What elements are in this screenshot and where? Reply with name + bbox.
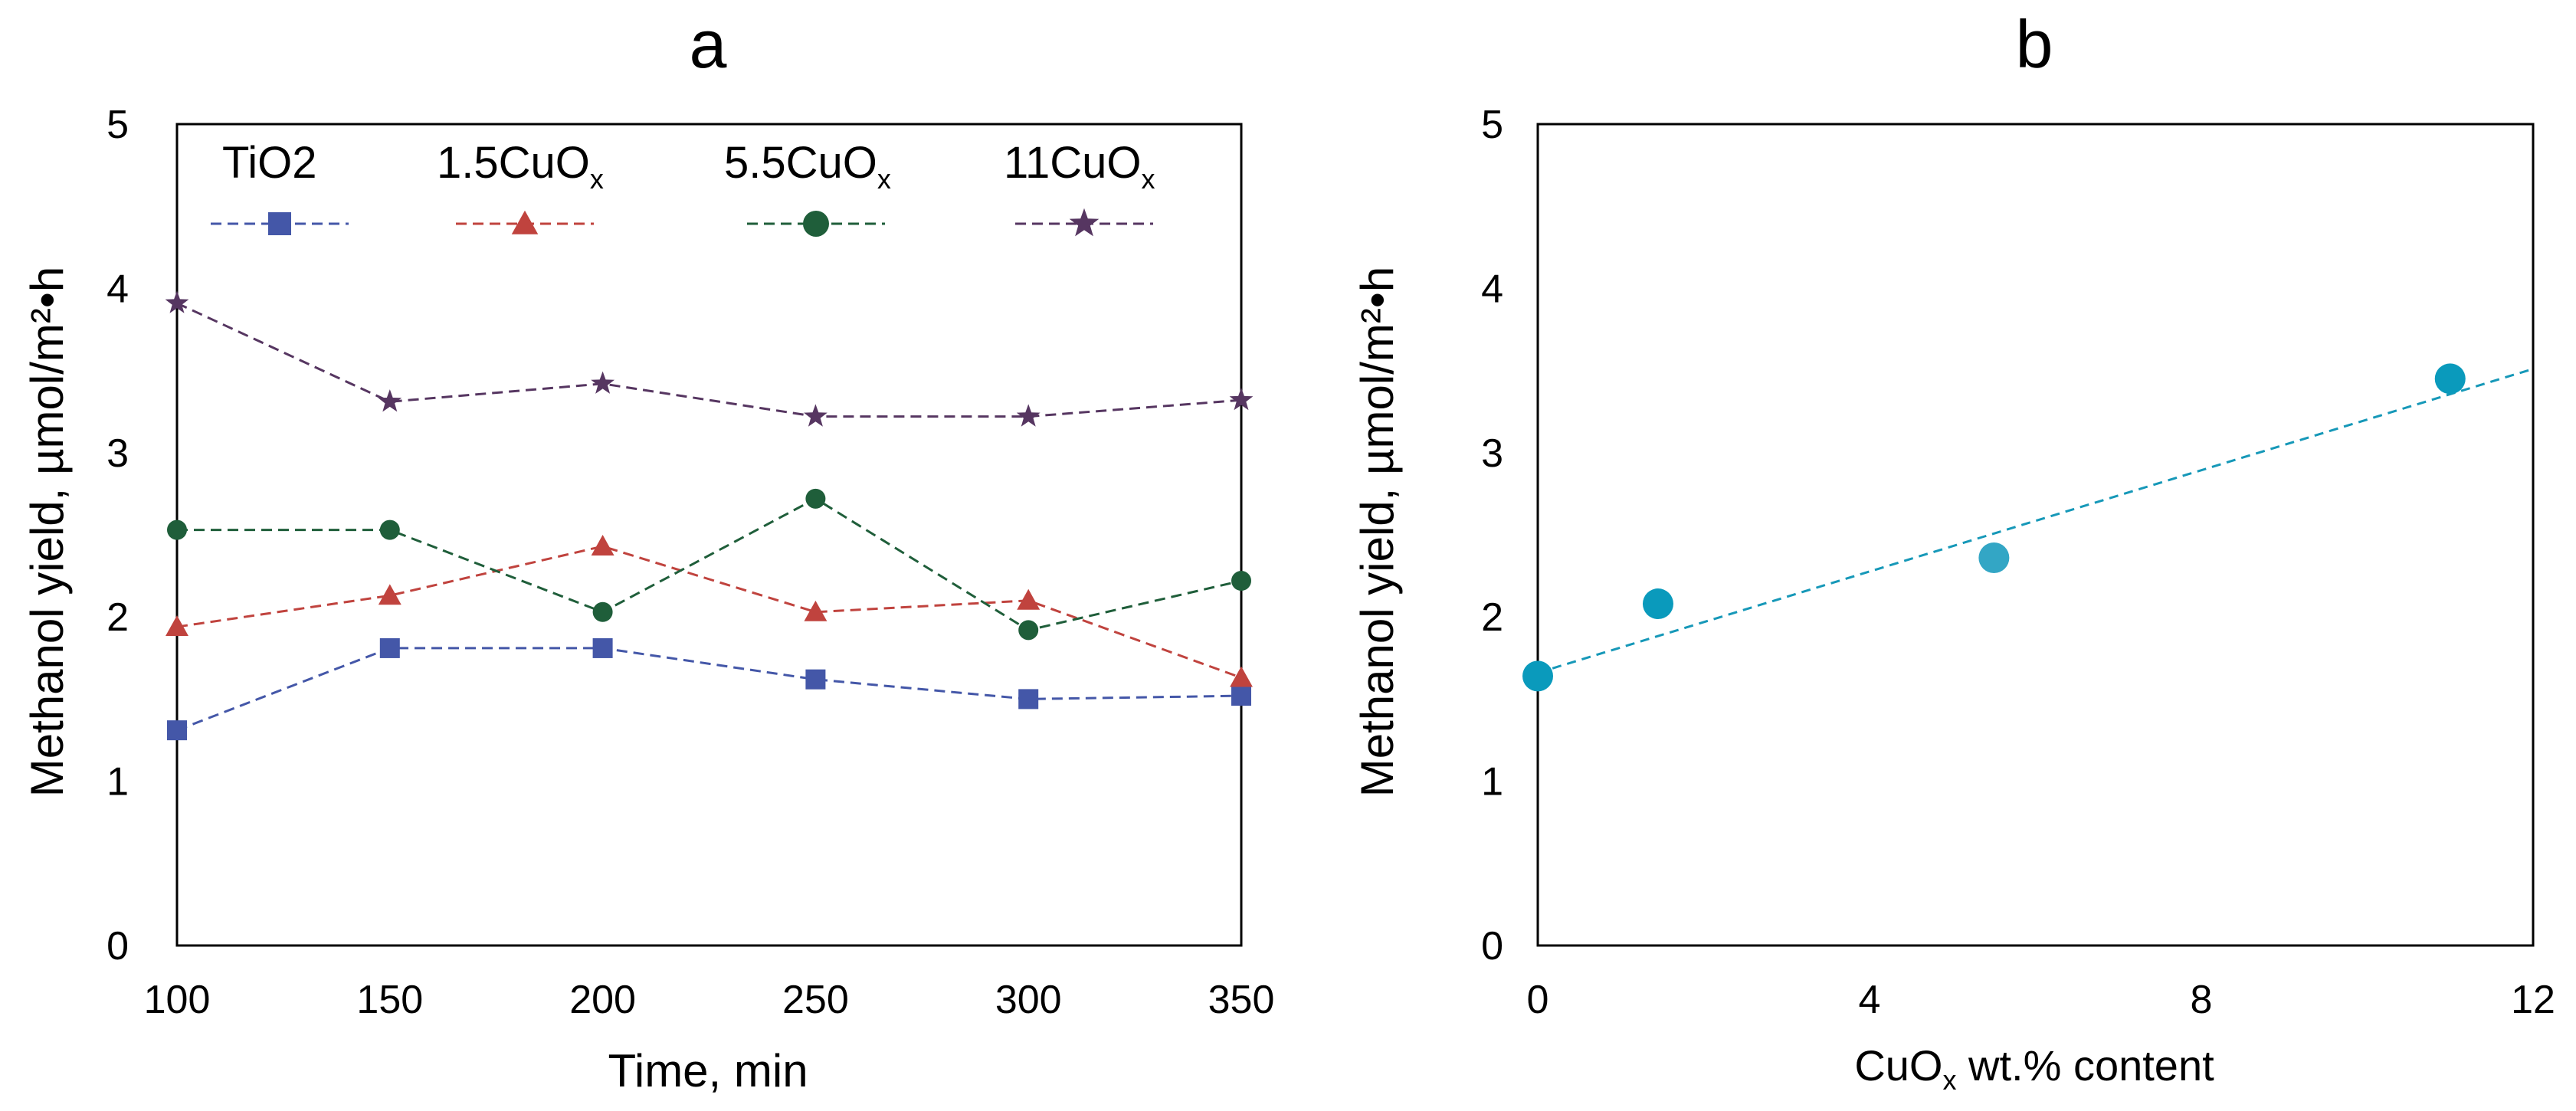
chart-a-series (165, 290, 1254, 741)
chart-a-panel-label: a (690, 6, 727, 82)
chart-b-x-tick-label: 0 (1527, 978, 1549, 1022)
chart-a-plot-frame (175, 123, 1243, 947)
legend-label-main: 5.5CuO (724, 138, 877, 188)
chart-b-y-tick-label: 1 (1481, 760, 1503, 805)
chart-a-series-1-point (804, 600, 828, 621)
legend-label-1: 1.5CuOx (437, 138, 604, 195)
chart-a-x-tick-label: 100 (144, 978, 211, 1022)
chart-a-x-tick-label: 150 (356, 978, 423, 1022)
chart-b-x-axis-label: CuOx wt.% content (1854, 1041, 2214, 1096)
chart-b-point (1642, 588, 1673, 620)
chart-a-series-1-point (591, 535, 615, 556)
chart-a-series-1-point (1017, 588, 1041, 610)
legend-marker-2 (803, 211, 829, 237)
chart-a-series-0-point (379, 637, 400, 658)
chart-a-legend: TiO2 1.5CuOx 5.5CuOx 11CuOx (211, 138, 1155, 237)
chart-a-series-3-point (804, 404, 828, 427)
chart-a-y-tick-label: 0 (107, 924, 129, 968)
legend-item-1: 1.5CuOx (437, 138, 604, 234)
chart-a-x-ticks: 100 150 200 250 300 350 (144, 978, 1275, 1022)
chart-a-x-tick-label: 250 (782, 978, 849, 1022)
chart-a-series-2-point (592, 601, 613, 622)
chart-b-y-tick-label: 0 (1481, 924, 1503, 968)
chart-a-y-tick-label: 3 (107, 431, 129, 476)
legend-label-2: 5.5CuOx (724, 138, 891, 195)
chart-b-x-ticks: 0 4 8 12 (1527, 978, 2555, 1022)
chart-b-y-tick-label: 2 (1481, 595, 1503, 640)
legend-marker-1 (511, 210, 539, 234)
legend-label-sub: x (877, 163, 891, 195)
chart-b-x-tick-label: 8 (2191, 978, 2213, 1022)
legend-label-main: 1.5CuO (437, 138, 590, 188)
chart-b-points (1522, 363, 2466, 692)
chart-b-plot-frame (1536, 123, 2535, 947)
chart-a-series-0-line (176, 647, 1242, 732)
chart-a-x-tick-label: 300 (995, 978, 1062, 1022)
chart-a-series-3-point (165, 290, 189, 313)
chart-a-x-tick-label: 350 (1208, 978, 1275, 1022)
chart-a-series-0-point (805, 669, 826, 690)
legend-marker-0 (268, 212, 291, 235)
chart-a-series-0-point (592, 637, 613, 658)
chart-a-series-1-point (1230, 666, 1253, 687)
chart-a-series-3-line (176, 302, 1242, 418)
chart-b-trendline (1537, 368, 2534, 674)
chart-b-y-tick-label: 5 (1481, 103, 1503, 147)
legend-label-0: TiO2 (222, 138, 317, 188)
chart-b-point (2434, 363, 2466, 395)
chart-a-series-2-point (1231, 571, 1251, 592)
legend-item-2: 5.5CuOx (724, 138, 891, 237)
chart-a-y-tick-label: 4 (107, 267, 129, 311)
chart-b-y-ticks: 0 1 2 3 4 5 (1481, 103, 1503, 968)
chart-a-series-1-point (166, 615, 188, 637)
chart-a-y-ticks: 0 1 2 3 4 5 (107, 103, 129, 968)
chart-b-point (1522, 660, 1553, 692)
chart-a-series-3-point (1016, 404, 1041, 427)
legend-label-sub: x (1141, 163, 1155, 195)
legend-label-sub: x (590, 163, 604, 195)
chart-a-series-1-point (378, 584, 401, 605)
chart-b-x-tick-label: 4 (1859, 978, 1881, 1022)
chart-b-y-tick-label: 3 (1481, 431, 1503, 476)
chart-b-point (1978, 542, 2010, 574)
legend-label-main: TiO (222, 138, 292, 188)
chart-b-y-tick-label: 4 (1481, 267, 1503, 311)
chart-a-y-tick-label: 5 (107, 103, 129, 147)
chart-a-series-1-line (176, 545, 1242, 679)
chart-b-x-label-rest: wt.% content (1956, 1041, 2214, 1090)
legend-label-3: 11CuOx (1004, 138, 1155, 195)
chart-a-series-3-point (591, 371, 615, 394)
chart-a-series-2-point (805, 488, 826, 509)
legend-item-0: TiO2 (211, 138, 349, 235)
chart-b-panel-label: b (2016, 6, 2053, 82)
chart-a-x-axis-label: Time, min (608, 1045, 808, 1096)
chart-b-x-tick-label: 12 (2511, 978, 2555, 1022)
legend-marker-3 (1069, 208, 1100, 237)
chart-a-y-tick-label: 1 (107, 760, 129, 805)
chart-a-series-0-point (1018, 689, 1039, 710)
chart-b-x-label-main: CuO (1854, 1041, 1942, 1090)
chart-a-series-2-point (379, 519, 400, 540)
chart-a-series-2-point (167, 519, 187, 540)
chart-a-series-3-point (378, 389, 402, 412)
chart-a-y-tick-label: 2 (107, 595, 129, 640)
chart-a-series-2-point (1018, 620, 1039, 641)
chart-a-x-tick-label: 200 (569, 978, 636, 1022)
chart-b-x-label-sub: x (1942, 1064, 1956, 1096)
chart-a-series-2-line (177, 497, 1242, 632)
legend-label-main: 11CuO (1004, 138, 1141, 188)
chart-a-series-0-point (1231, 686, 1251, 706)
chart-a-series-0-point (167, 720, 187, 741)
chart-a-y-axis-label: Methanol yield, µmol/m²•h (21, 267, 73, 798)
chart-b-y-axis-label: Methanol yield, µmol/m²•h (1352, 267, 1403, 798)
legend-label-sub: 2 (292, 138, 316, 188)
chart-a-series-3-point (1229, 388, 1254, 411)
legend-item-3: 11CuOx (1004, 138, 1155, 237)
